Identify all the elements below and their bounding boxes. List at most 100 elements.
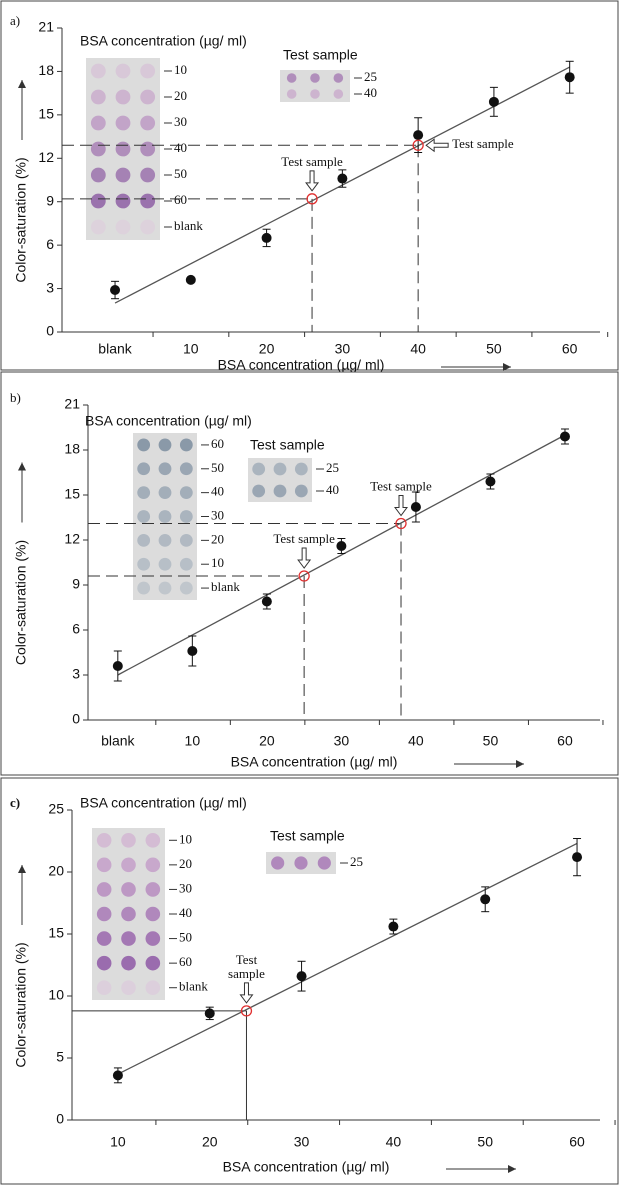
well — [90, 219, 106, 235]
y-tick-label: 5 — [56, 1049, 64, 1065]
x-tick-label: 30 — [334, 733, 350, 749]
well — [115, 219, 131, 235]
x-axis-arrowhead — [503, 363, 511, 371]
well — [271, 856, 285, 870]
inset-label: 20 — [179, 856, 192, 871]
annotation: sample — [228, 966, 265, 981]
data-point — [112, 661, 123, 671]
y-tick-label: 9 — [46, 192, 54, 208]
data-point — [296, 971, 307, 982]
panel-frame — [0, 0, 619, 371]
inset-label: 20 — [174, 88, 187, 103]
panel-frame — [0, 777, 619, 1185]
data-point — [488, 96, 499, 107]
y-tick-label: 20 — [48, 863, 64, 879]
y-tick-label: 10 — [48, 987, 64, 1003]
well — [96, 955, 112, 971]
well — [145, 906, 161, 922]
well — [286, 89, 297, 99]
data-point — [337, 173, 348, 184]
well — [294, 484, 308, 498]
annotation-arrow — [297, 547, 312, 569]
x-tick-label: 10 — [110, 1134, 126, 1150]
y-tick-label: 12 — [38, 149, 54, 165]
annotation-arrow — [394, 495, 409, 517]
data-point — [185, 274, 196, 285]
well — [145, 857, 161, 873]
well — [90, 63, 106, 79]
well — [179, 557, 193, 571]
x-tick-label: 60 — [557, 733, 573, 749]
inset-title: BSA concentration (µg/ ml) — [80, 795, 247, 811]
inset-title: Test sample — [250, 437, 325, 453]
annotation-arrow — [305, 170, 320, 192]
well — [140, 167, 156, 183]
x-tick-label: 20 — [202, 1134, 218, 1150]
test-sample-marker — [298, 570, 310, 582]
test-sample-marker — [395, 517, 407, 530]
well — [179, 486, 193, 500]
annotation: Test sample — [370, 478, 432, 493]
y-tick-label: 15 — [64, 486, 80, 502]
well — [145, 980, 161, 996]
x-axis-title: BSA concentration (µg/ ml) — [223, 1159, 390, 1175]
data-point — [485, 476, 496, 487]
well — [96, 906, 112, 922]
data-point — [572, 852, 583, 863]
well — [137, 438, 151, 452]
well — [137, 581, 151, 595]
inset-label: 40 — [179, 905, 192, 920]
data-point — [336, 541, 347, 551]
y-tick-label: 9 — [72, 576, 80, 592]
well — [90, 115, 106, 131]
well — [90, 167, 106, 183]
inset-label: 20 — [211, 531, 224, 546]
y-axis-arrowhead — [18, 462, 26, 471]
inset-title: Test sample — [270, 828, 345, 844]
inset-label: 25 — [350, 854, 363, 869]
y-axis-arrowhead — [18, 80, 26, 88]
data-point — [564, 72, 575, 83]
well — [252, 462, 266, 476]
inset-label: blank — [174, 218, 203, 233]
panel-frame — [0, 371, 619, 776]
well — [121, 882, 136, 897]
y-tick-label: 18 — [38, 62, 54, 78]
annotation: Test sample — [452, 136, 514, 151]
data-point — [261, 232, 272, 243]
x-tick-label: 50 — [483, 733, 499, 749]
well — [179, 581, 193, 595]
inset-label: 30 — [179, 880, 192, 895]
y-axis-title: Color-saturation (%) — [13, 540, 29, 665]
x-axis-title: BSA concentration (µg/ ml) — [231, 754, 398, 770]
well — [96, 980, 112, 996]
well — [121, 931, 136, 946]
x-tick-label: 50 — [486, 341, 502, 357]
well — [158, 581, 172, 595]
well — [96, 931, 112, 946]
well — [158, 486, 172, 500]
inset-label: 60 — [211, 436, 224, 451]
well — [115, 89, 131, 105]
well — [158, 438, 172, 452]
y-tick-label: 0 — [72, 711, 80, 727]
well — [115, 193, 131, 209]
well — [286, 73, 297, 83]
x-tick-label: 40 — [410, 341, 426, 357]
annotation: Test sample — [281, 154, 343, 169]
inset-label: 50 — [179, 930, 192, 945]
well — [90, 193, 106, 209]
well — [179, 533, 193, 547]
well — [115, 63, 131, 79]
x-axis-arrowhead — [508, 1165, 516, 1173]
well — [145, 955, 161, 971]
well — [137, 462, 151, 476]
x-tick-label: 20 — [259, 733, 275, 749]
y-tick-label: 0 — [46, 323, 54, 339]
well — [310, 89, 320, 99]
x-tick-label: 20 — [259, 341, 275, 357]
inset-label: 40 — [364, 85, 377, 100]
well — [90, 141, 106, 157]
y-tick-label: 0 — [56, 1111, 64, 1127]
data-point — [187, 646, 198, 656]
